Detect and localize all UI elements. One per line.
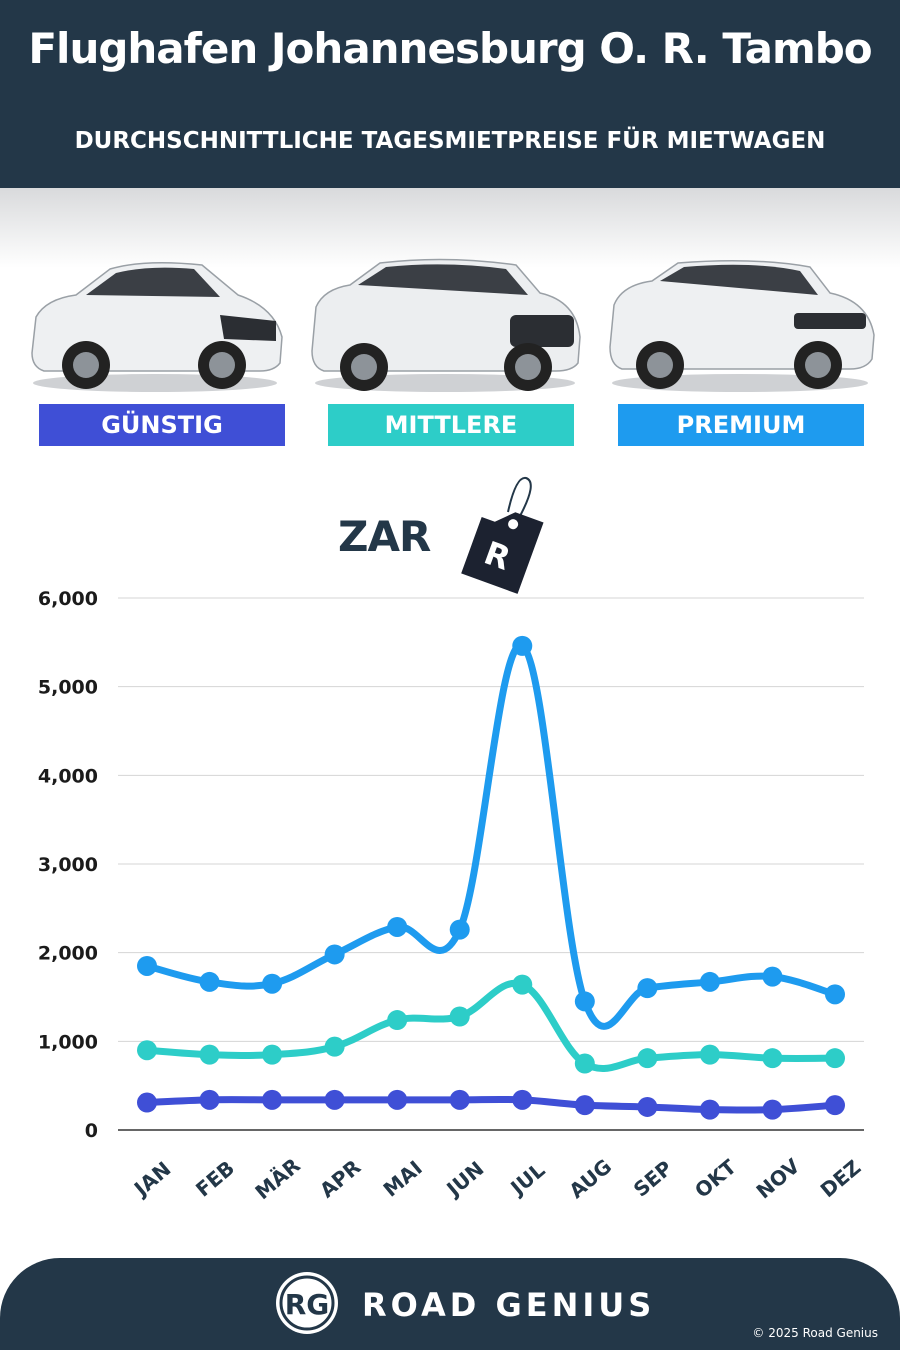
x-tick-label: MÄR: [250, 1153, 304, 1204]
data-point-mittlere: [262, 1044, 283, 1065]
data-point-guenstig: [637, 1096, 658, 1117]
data-point-mittlere: [512, 974, 533, 995]
x-tick-label: DEZ: [816, 1155, 866, 1202]
copyright: © 2025 Road Genius: [752, 1326, 878, 1340]
series-line-guenstig: [143, 1095, 839, 1114]
data-point-guenstig: [449, 1089, 470, 1110]
currency-label: ZAR: [338, 512, 431, 561]
road-genius-logo-icon: RG: [276, 1272, 338, 1334]
data-point-premium: [137, 955, 157, 976]
data-point-premium: [574, 991, 595, 1012]
data-point-mittlere: [762, 1048, 783, 1069]
y-tick-label: 4,000: [38, 765, 98, 787]
x-tick-label: APR: [315, 1155, 365, 1203]
category-label-premium: PREMIUM: [618, 404, 864, 446]
y-tick-label: 1,000: [38, 1031, 98, 1053]
y-tick-label: 6,000: [38, 588, 98, 610]
series-line-premium: [143, 642, 839, 1030]
data-point-mittlere: [574, 1053, 595, 1074]
data-point-mittlere: [199, 1044, 220, 1065]
data-point-mittlere: [137, 1040, 157, 1061]
data-point-guenstig: [387, 1089, 408, 1110]
data-point-premium: [324, 944, 345, 965]
data-point-guenstig: [699, 1099, 720, 1120]
header: Flughafen Johannesburg O. R. Tambo DURCH…: [0, 0, 900, 188]
data-point-guenstig: [574, 1095, 595, 1116]
data-point-mittlere: [699, 1044, 720, 1065]
premium-suv-car-image: [609, 260, 875, 392]
brand-name: ROAD GENIUS: [362, 1286, 656, 1324]
data-point-premium: [762, 966, 783, 987]
data-point-premium: [637, 978, 658, 999]
data-point-mittlere: [825, 1048, 845, 1069]
data-point-premium: [449, 919, 470, 940]
x-tick-label: NOV: [752, 1153, 805, 1203]
y-tick-label: 5,000: [38, 677, 98, 699]
header-shadow: [0, 188, 900, 268]
category-label-mittlere: MITTLERE: [328, 404, 574, 446]
hatchback-car-image: [31, 262, 283, 392]
data-point-guenstig: [512, 1089, 533, 1110]
data-point-premium: [199, 971, 220, 992]
data-point-guenstig: [199, 1089, 220, 1110]
page-subtitle: DURCHSCHNITTLICHE TAGESMIETPREISE FÜR MI…: [74, 128, 826, 154]
data-point-guenstig: [825, 1095, 845, 1116]
data-point-premium: [699, 971, 720, 992]
x-tick-label: JAN: [128, 1157, 175, 1202]
y-tick-label: 2,000: [38, 943, 98, 965]
x-tick-label: FEB: [191, 1156, 239, 1202]
line-chart: 0 1,000 2,000 3,000 4,000 5,000 6,000 JAN FEB MÄR…: [38, 588, 866, 1204]
x-tick-label: OKT: [690, 1154, 741, 1202]
data-point-guenstig: [137, 1092, 157, 1113]
logo-text: RG: [285, 1288, 330, 1321]
x-tick-label: MAI: [379, 1156, 427, 1202]
x-tick-label: AUG: [564, 1154, 616, 1203]
price-tag-icon: R: [461, 476, 544, 594]
data-point-mittlere: [324, 1036, 345, 1057]
data-point-premium: [262, 973, 283, 994]
footer: RG ROAD GENIUS © 2025 Road Genius: [0, 1258, 900, 1350]
data-point-mittlere: [387, 1010, 408, 1031]
data-point-guenstig: [324, 1089, 345, 1110]
x-tick-label: JUN: [440, 1156, 488, 1202]
data-point-guenstig: [262, 1089, 283, 1110]
data-point-premium: [512, 635, 533, 656]
data-point-premium: [387, 916, 408, 937]
category-label-guenstig: GÜNSTIG: [39, 404, 285, 446]
data-point-premium: [825, 984, 845, 1005]
series-line-mittlere: [143, 979, 839, 1072]
data-point-guenstig: [762, 1099, 783, 1120]
y-tick-label: 3,000: [38, 854, 98, 876]
x-tick-label: JUL: [505, 1158, 550, 1201]
page-title: Flughafen Johannesburg O. R. Tambo: [28, 24, 872, 73]
data-point-mittlere: [637, 1048, 658, 1069]
data-point-mittlere: [449, 1006, 470, 1027]
x-tick-label: SEP: [629, 1156, 677, 1202]
y-tick-label: 0: [85, 1120, 98, 1142]
suv-car-image: [311, 258, 581, 392]
